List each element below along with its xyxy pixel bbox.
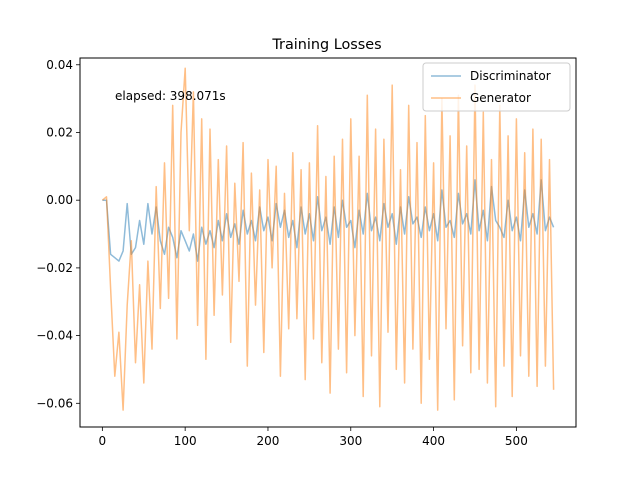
legend: Discriminator Generator xyxy=(422,62,571,112)
y-tick-label: 0.02 xyxy=(46,125,73,139)
x-tick-label: 200 xyxy=(257,434,280,448)
x-tick-label: 400 xyxy=(422,434,445,448)
legend-label-discriminator: Discriminator xyxy=(470,69,551,83)
legend-box xyxy=(422,62,571,112)
y-tick-label: −0.02 xyxy=(36,261,73,275)
x-tick-label: 0 xyxy=(99,434,107,448)
lines-layer xyxy=(101,67,555,411)
y-tick-label: 0.00 xyxy=(46,193,73,207)
elapsed-annotation: elapsed: 398.071s xyxy=(115,89,226,103)
x-tick-label: 500 xyxy=(505,434,528,448)
chart-title: Training Losses xyxy=(271,37,381,53)
y-tick-label: −0.06 xyxy=(36,396,73,410)
legend-label-generator: Generator xyxy=(470,91,531,105)
series-line-generator xyxy=(101,67,555,411)
x-axis: 0 100 200 300 400 500 xyxy=(99,427,528,448)
x-tick-label: 100 xyxy=(174,434,197,448)
x-tick-label: 300 xyxy=(339,434,362,448)
series-line-discriminator xyxy=(102,179,555,262)
y-tick-label: 0.04 xyxy=(46,58,73,72)
y-tick-label: −0.04 xyxy=(36,329,73,343)
y-axis: −0.06 −0.04 −0.02 0.00 0.02 0.04 xyxy=(36,58,80,410)
plot-frame xyxy=(79,57,577,428)
